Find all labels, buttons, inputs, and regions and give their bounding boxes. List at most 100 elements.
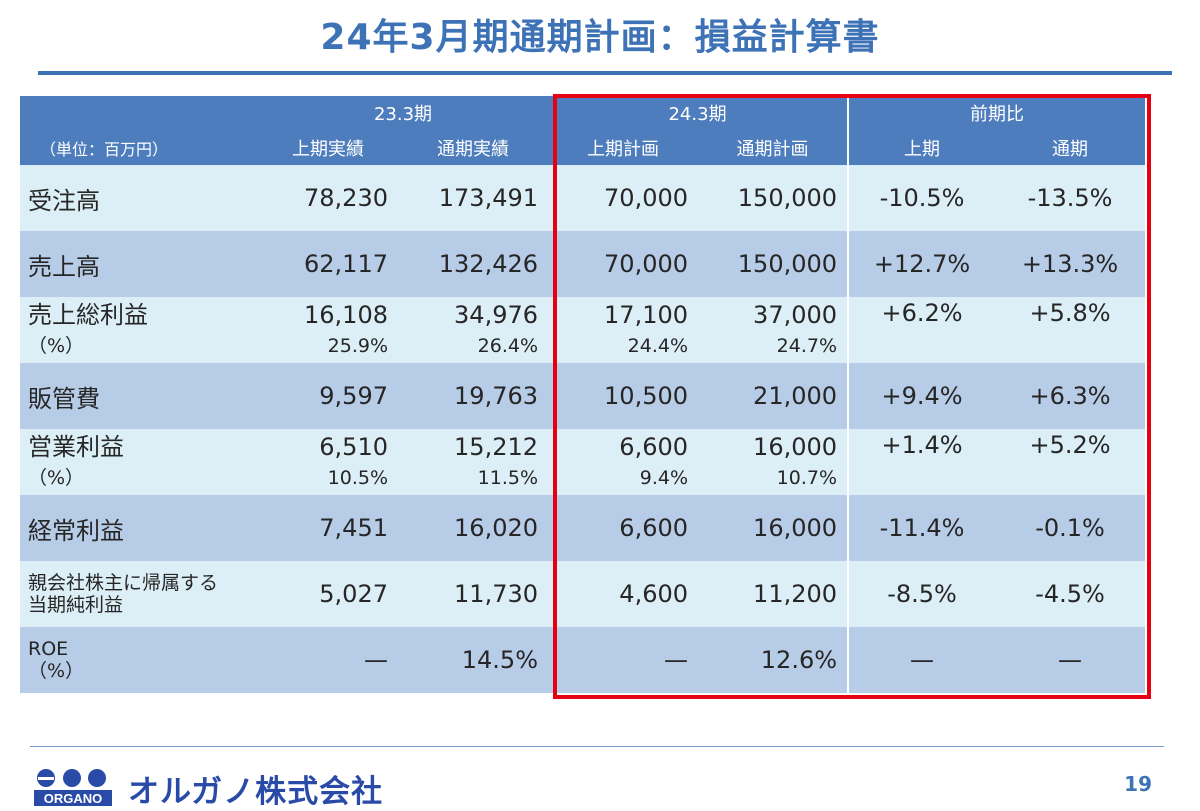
row-label: 受注高 [20, 165, 258, 231]
page-number: 19 [1124, 772, 1152, 796]
cell-fy24-h1: 6,600 [548, 495, 699, 561]
cell-yoy-h1: -11.4% [847, 495, 996, 561]
table-row: ROE （%） — 14.5% — 12.6% — — [20, 627, 1146, 693]
header-group-fy24: 24.3期 [548, 96, 849, 130]
cell-fy24-h1: 70,000 [548, 231, 699, 297]
table-row: 経常利益 7,451 16,020 6,600 16,000 -11.4% -0… [20, 495, 1146, 561]
cell-fy23-full: 34,976 26.4% [398, 297, 549, 363]
cell-yoy-h1: +9.4% [847, 363, 996, 429]
row-label: ROE [28, 638, 69, 660]
value: 34,976 [454, 301, 539, 329]
value: 37,000 [753, 301, 838, 329]
header-fy24-h1: 上期計画 [548, 130, 699, 165]
table-row: 売上高 62,117 132,426 70,000 150,000 +12.7%… [20, 231, 1146, 297]
row-label-cell: 売上総利益 （%） [20, 297, 258, 363]
plan-highlight-frame [553, 94, 1151, 699]
cell-fy24-h1: 10,500 [548, 363, 699, 429]
row-label-line2: （%） [28, 660, 85, 682]
table-header-columns: （単位：百万円） 上期実績 通期実績 上期計画 通期計画 上期 通期 [20, 130, 1146, 165]
income-statement-table: 23.3期 24.3期 前期比 （単位：百万円） 上期実績 通期実績 上期計画 … [20, 96, 1146, 693]
cell-yoy-h1: -8.5% [847, 561, 996, 627]
row-sublabel: （%） [28, 467, 85, 489]
cell-yoy-h1: -10.5% [847, 165, 996, 231]
ratio: 10.7% [776, 467, 838, 489]
row-label-line2: 当期純利益 [28, 594, 124, 616]
cell-fy24-full: 37,000 24.7% [698, 297, 849, 363]
cell-yoy-full: +5.2% [995, 429, 1146, 495]
row-label: 売上総利益 [28, 301, 148, 329]
row-label-cell: ROE （%） [20, 627, 258, 693]
header-yoy-full: 通期 [995, 130, 1146, 165]
row-label: 営業利益 [28, 433, 124, 461]
value: +5.2% [1029, 431, 1111, 459]
cell-fy24-full: 21,000 [698, 363, 849, 429]
cell-fy24-h1: 70,000 [548, 165, 699, 231]
header-blank [20, 96, 258, 130]
header-unit: （単位：百万円） [20, 130, 258, 165]
footer-divider [30, 746, 1164, 747]
header-fy23-h1: 上期実績 [258, 130, 398, 165]
cell-fy23-h1: 7,451 [258, 495, 398, 561]
table-header-groups: 23.3期 24.3期 前期比 [20, 96, 1146, 130]
cell-fy24-full: 11,200 [698, 561, 849, 627]
value: 16,000 [753, 433, 838, 461]
row-label: 親会社株主に帰属する [28, 572, 219, 594]
table-row: 売上総利益 （%） 16,108 25.9% 34,976 26.4% 17,1… [20, 297, 1146, 363]
ratio: 25.9% [327, 335, 388, 357]
cell-yoy-h1: +12.7% [847, 231, 996, 297]
cell-fy23-h1: 78,230 [258, 165, 398, 231]
row-label-cell: 営業利益 （%） [20, 429, 258, 495]
logo-circle-right [88, 769, 106, 787]
value: 15,212 [454, 433, 539, 461]
table-row: 親会社株主に帰属する 当期純利益 5,027 11,730 4,600 11,2… [20, 561, 1146, 627]
cell-yoy-h1: — [847, 627, 996, 693]
cell-fy23-h1: 16,108 25.9% [258, 297, 398, 363]
cell-yoy-h1: +1.4% [847, 429, 996, 495]
header-fy24-full: 通期計画 [698, 130, 849, 165]
cell-fy24-h1: 17,100 24.4% [548, 297, 699, 363]
row-label: 売上高 [20, 231, 258, 297]
cell-fy24-h1: 4,600 [548, 561, 699, 627]
ratio: 24.7% [776, 335, 838, 357]
cell-yoy-full: -0.1% [995, 495, 1146, 561]
value: 17,100 [604, 301, 689, 329]
logo-circle-left-bar [38, 777, 54, 780]
cell-yoy-full: -13.5% [995, 165, 1146, 231]
cell-fy23-h1: 6,510 10.5% [258, 429, 398, 495]
value: 16,108 [304, 301, 388, 329]
cell-fy23-h1: 62,117 [258, 231, 398, 297]
cell-fy24-full: 16,000 [698, 495, 849, 561]
cell-fy23-full: 16,020 [398, 495, 549, 561]
title-underline [38, 71, 1172, 75]
value: +6.2% [881, 299, 963, 327]
logo-band [34, 790, 112, 806]
value: 6,600 [619, 433, 689, 461]
row-sublabel: （%） [28, 335, 85, 357]
ratio: 24.4% [627, 335, 689, 357]
cell-fy23-full: 132,426 [398, 231, 549, 297]
header-group-yoy: 前期比 [847, 96, 1146, 130]
value: 6,510 [319, 433, 388, 461]
cell-fy23-h1: 9,597 [258, 363, 398, 429]
table-row: 販管費 9,597 19,763 10,500 21,000 +9.4% +6.… [20, 363, 1146, 429]
cell-fy24-h1: — [548, 627, 699, 693]
row-label: 販管費 [20, 363, 258, 429]
page-title: 24年3月期通期計画：損益計算書 [320, 17, 880, 58]
logo-circle-middle [63, 769, 81, 787]
ratio: 26.4% [477, 335, 539, 357]
row-label-cell: 親会社株主に帰属する 当期純利益 [20, 561, 258, 627]
cell-fy23-full: 173,491 [398, 165, 549, 231]
cell-fy24-full: 150,000 [698, 231, 849, 297]
cell-fy24-full: 16,000 10.7% [698, 429, 849, 495]
ratio: 9.4% [639, 467, 689, 489]
header-fy23-full: 通期実績 [398, 130, 549, 165]
cell-fy24-h1: 6,600 9.4% [548, 429, 699, 495]
organo-logo: ORGANO [34, 769, 112, 806]
cell-yoy-full: +13.3% [995, 231, 1146, 297]
table-row: 受注高 78,230 173,491 70,000 150,000 -10.5%… [20, 165, 1146, 231]
value: +5.8% [1029, 299, 1111, 327]
cell-fy23-h1: 5,027 [258, 561, 398, 627]
value: +1.4% [881, 431, 963, 459]
cell-fy23-full: 15,212 11.5% [398, 429, 549, 495]
cell-yoy-h1: +6.2% [847, 297, 996, 363]
